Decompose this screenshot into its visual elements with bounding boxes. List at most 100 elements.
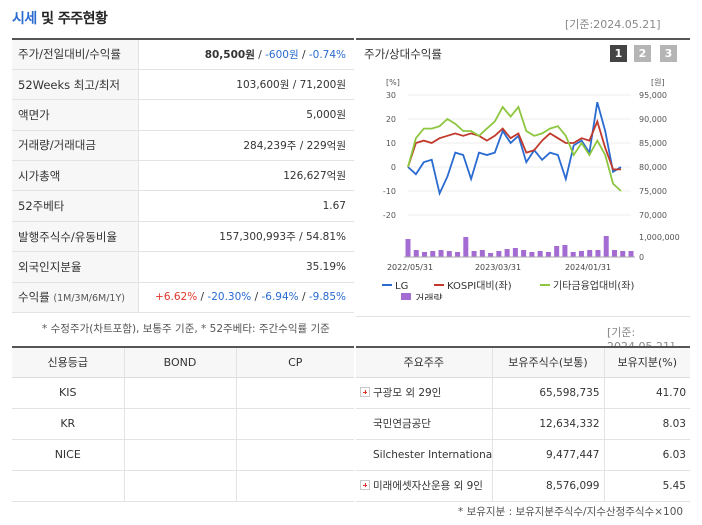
volume-bar (603, 236, 609, 257)
volume-bar (620, 251, 626, 257)
base-date: [기준:2024.05.21] (565, 18, 661, 31)
volume-bar (438, 250, 444, 257)
volume-bar (554, 246, 560, 257)
summary-row-face-value: 액면가 5,000원 (12, 99, 354, 131)
volume-bar (512, 248, 518, 257)
legend-swatch (401, 293, 411, 300)
volume-tick-label: 1,000,000 (639, 233, 680, 242)
credit-row: KIS (12, 377, 354, 409)
volume-bar (545, 252, 551, 257)
y-left-tick-label: 20 (386, 115, 396, 124)
chart-period-button-3[interactable]: 3 (660, 45, 677, 62)
price-change-rate: -0.74% (308, 48, 346, 61)
summary-row-price: 주가/전일대비/수익률 80,500원 / -600원 / -0.74% (12, 39, 354, 70)
y-left-tick-label: 10 (386, 139, 396, 148)
credit-rating-table: 신용등급 BOND CP KIS KR NICE (12, 346, 354, 502)
summary-row-beta: 52주베타 1.67 (12, 190, 354, 222)
volume-bar (570, 252, 576, 257)
price-summary-table: 주가/전일대비/수익률 80,500원 / -600원 / -0.74% 52W… (12, 38, 354, 314)
series-line (407, 118, 621, 171)
summary-row-foreign: 외국인지분율 35.19% (12, 251, 354, 283)
volume-bar (578, 251, 584, 257)
credit-header-bond: BOND (124, 347, 237, 378)
legend-label: 거래량 (415, 293, 443, 300)
y-right-tick-label: 85,000 (639, 139, 667, 148)
chart-period-button-1[interactable]: 1 (610, 45, 627, 62)
volume-bar (496, 251, 502, 257)
summary-row-returns: 수익률 (1M/3M/6M/1Y) +6.62% / -20.30% / -6.… (12, 282, 354, 314)
summary-note: * 수정주가(차트포함), 보통주 기준, * 52주베타: 주간수익률 기준 (42, 323, 330, 335)
x-tick-label: 2022/05/31 (387, 263, 433, 272)
credit-header-agency: 신용등급 (12, 347, 125, 378)
return-1y: -9.85% (308, 291, 346, 304)
chart-title: 주가/상대수익률 (364, 47, 442, 61)
volume-bar (405, 239, 411, 257)
y-left-tick-label: -10 (383, 187, 396, 196)
volume-bar (537, 251, 543, 257)
volume-bar (504, 249, 510, 257)
holders-header-pct: 보유지분(%) (604, 347, 690, 378)
holder-row: Silchester International… 9,477,447 6.03 (356, 439, 690, 471)
legend-label: 기타금융업대비(좌) (553, 279, 635, 292)
return-6m: -6.94% (261, 291, 299, 304)
volume-bar (529, 252, 535, 257)
y-left-tick-label: -20 (383, 211, 396, 220)
volume-bar (422, 252, 428, 257)
chart-period-button-2[interactable]: 2 (634, 45, 651, 62)
legend-label: LG (395, 281, 408, 292)
section-title: 시세 및 주주현황 (12, 11, 108, 27)
credit-row (12, 470, 354, 502)
volume-bar (455, 252, 461, 257)
holders-header-shares: 보유주식수(보통) (492, 347, 605, 378)
holders-header-name: 주요주주 (356, 347, 493, 378)
holder-row: 국민연금공단 12,634,332 8.03 (356, 408, 690, 440)
y-right-tick-label: 95,000 (639, 91, 667, 100)
volume-bar (595, 250, 601, 257)
y-right-tick-label: 90,000 (639, 115, 667, 124)
credit-row: KR (12, 408, 354, 440)
series-line (407, 105, 622, 192)
y-right-tick-label: 80,000 (639, 163, 667, 172)
credit-row: NICE (12, 439, 354, 471)
volume-bar (430, 251, 436, 257)
volume-bar (562, 245, 568, 257)
volume-bar (413, 250, 419, 257)
major-shareholders-table: 주요주주 보유주식수(보통) 보유지분(%) 구광모 외 29인 65,598,… (356, 346, 690, 502)
summary-row-52w: 52Weeks 최고/최저 103,600원 / 71,200원 (12, 69, 354, 101)
expand-plus-icon[interactable] (360, 480, 370, 490)
left-unit-label: [%] (386, 78, 400, 87)
holders-note: * 보유지분 : 보유지분주식수/지수산정주식수×100 (458, 506, 684, 518)
volume-bar (446, 251, 452, 257)
volume-tick-label: 0 (639, 253, 644, 262)
return-3m: -20.30% (207, 291, 252, 304)
expand-plus-icon[interactable] (360, 387, 370, 397)
volume-bar (463, 237, 469, 257)
credit-header-cp: CP (236, 347, 354, 378)
price-relative-return-chart: [%] [원] 30 20 10 0 -10 -20 95,000 90,000 85,000 80,… (382, 78, 680, 300)
volume-bar (628, 251, 634, 257)
price-change: -600원 (265, 48, 299, 61)
summary-row-shares: 발행주식수/유동비율 157,300,993주 / 54.81% (12, 221, 354, 253)
y-left-tick-label: 30 (386, 91, 396, 100)
right-unit-label: [원] (651, 78, 665, 87)
volume-bar (471, 251, 477, 257)
y-right-tick-label: 70,000 (639, 211, 667, 220)
holder-row: 구광모 외 29인 65,598,735 41.70 (356, 377, 690, 409)
return-1m: +6.62% (155, 291, 198, 304)
summary-row-market-cap: 시가총액 126,627억원 (12, 160, 354, 192)
current-price: 80,500원 (204, 48, 255, 61)
volume-bar (587, 250, 593, 257)
volume-bar (488, 253, 494, 257)
volume-bar (611, 250, 617, 257)
y-left-tick-label: 0 (391, 163, 396, 172)
x-tick-label: 2023/03/31 (475, 263, 521, 272)
y-right-tick-label: 75,000 (639, 187, 667, 196)
summary-row-volume: 거래량/거래대금 284,239주 / 229억원 (12, 130, 354, 162)
x-tick-label: 2024/01/31 (565, 263, 611, 272)
holder-row: 미래에셋자산운용 외 9인 8,576,099 5.45 (356, 470, 690, 502)
chart-panel: 주가/상대수익률 1 2 3 [%] [원] 30 20 10 0 -10 -20 95,000… (356, 38, 690, 317)
series-line (407, 101, 622, 197)
volume-bar (521, 250, 527, 257)
legend-label: KOSPI대비(좌) (447, 280, 512, 292)
volume-bar (479, 250, 485, 257)
